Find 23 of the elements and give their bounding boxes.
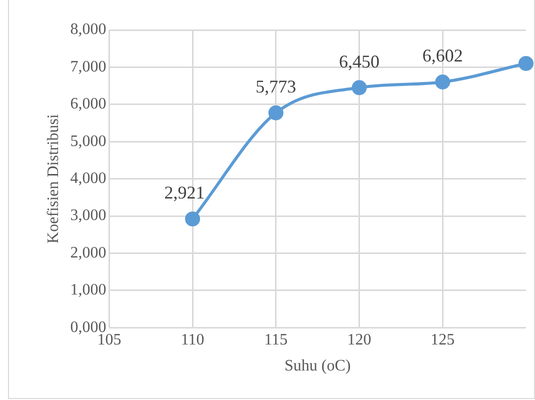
x-tick-label: 110 xyxy=(180,331,204,348)
x-axis-title: Suhu (oC) xyxy=(284,358,351,375)
data-label: 5,773 xyxy=(256,76,296,97)
y-tick-label: 4,000 xyxy=(70,170,106,188)
y-tick-label: 6,000 xyxy=(70,96,106,113)
y-tick-label: 7,000 xyxy=(70,58,106,76)
point xyxy=(185,211,200,226)
x-tick-label: 115 xyxy=(264,331,288,348)
y-tick-label: 2,000 xyxy=(70,244,106,262)
y-axis-title: Koefisien Distribusi xyxy=(44,114,62,244)
point xyxy=(518,56,534,71)
data-label: 6,602 xyxy=(422,46,463,66)
data-label: 6,450 xyxy=(339,51,380,72)
y-tick-label: 8,000 xyxy=(70,21,106,38)
y-tick-label: 5,000 xyxy=(70,132,106,150)
point xyxy=(268,105,284,120)
data-label: 2,921 xyxy=(164,182,205,203)
x-tick-label: 120 xyxy=(347,331,372,348)
x-tick-label: 125 xyxy=(430,331,455,348)
y-tick-label: 3,000 xyxy=(70,207,106,224)
point xyxy=(352,80,367,96)
point xyxy=(435,74,450,90)
y-tick-label: 1,000 xyxy=(70,282,106,299)
